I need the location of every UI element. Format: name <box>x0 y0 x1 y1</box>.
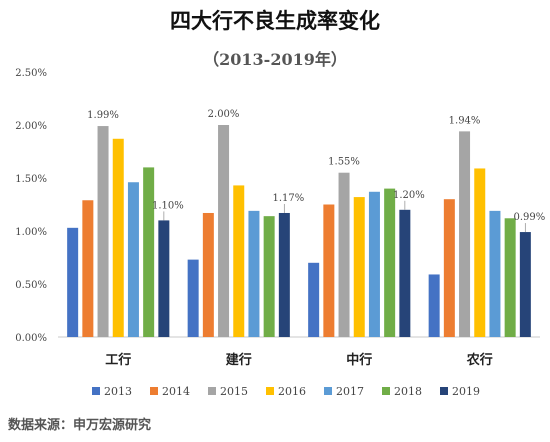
legend-swatch-2018 <box>382 387 390 395</box>
legend-label: 2016 <box>278 385 306 398</box>
data-label: 1.94% <box>449 115 481 126</box>
chart-title: 四大行不良生成率变化 <box>170 8 380 33</box>
bar-2019 <box>158 220 170 337</box>
legend-label: 2017 <box>336 385 364 398</box>
bar-2015 <box>218 125 230 337</box>
bar-2014 <box>82 200 94 337</box>
data-label: 2.00% <box>208 109 240 120</box>
bar-2016 <box>353 197 365 337</box>
x-category-label: 中行 <box>346 352 372 368</box>
legend-swatch-2014 <box>150 387 158 395</box>
chart-subtitle: （2013-2019年） <box>203 50 347 69</box>
y-tick-label: 1.00% <box>15 227 47 238</box>
x-category-label: 工行 <box>105 352 131 368</box>
bar-2013 <box>308 262 320 337</box>
bar-2013 <box>428 274 440 337</box>
bar-2013 <box>187 259 199 337</box>
bar-2018 <box>504 218 516 337</box>
y-tick-label: 0.00% <box>15 333 47 344</box>
bar-2019 <box>399 209 411 337</box>
data-labels: 1.99% 1.10% 2.00% 1.17% 1.55% 1.20% 1.94% 0.99% <box>87 109 545 233</box>
y-axis: 0.00% 0.50% 1.00% 1.50% 2.00% 2.50% <box>15 68 47 344</box>
bars <box>67 125 531 337</box>
x-category-label: 农行 <box>466 352 493 368</box>
bar-2014 <box>443 199 455 337</box>
data-label: 1.99% <box>87 110 119 121</box>
legend-swatch-2015 <box>208 387 216 395</box>
data-label: 1.55% <box>328 157 360 168</box>
y-tick-label: 0.50% <box>15 280 47 291</box>
bar-2017 <box>127 182 139 337</box>
legend-label: 2013 <box>104 385 132 398</box>
source-note: 数据来源：申万宏源研究 <box>8 417 151 433</box>
legend-swatch-2013 <box>92 387 100 395</box>
legend-swatch-2016 <box>266 387 274 395</box>
bar-2015 <box>338 172 350 337</box>
bar-2018 <box>143 167 155 337</box>
legend-label: 2014 <box>162 385 190 398</box>
bar-2019 <box>519 232 531 337</box>
bar-2015 <box>459 131 471 337</box>
x-category-label: 建行 <box>226 352 252 368</box>
data-label: 1.17% <box>272 193 304 204</box>
bar-2018 <box>263 216 275 337</box>
bar-2016 <box>474 168 486 337</box>
y-tick-label: 1.50% <box>15 174 47 185</box>
bar-2015 <box>97 126 109 337</box>
legend: 2013 2014 2015 2016 2017 2018 2019 <box>92 385 480 398</box>
bar-2014 <box>202 212 214 337</box>
bar-2014 <box>323 204 335 337</box>
data-label: 1.10% <box>152 200 184 211</box>
legend-label: 2018 <box>394 385 422 398</box>
legend-label: 2015 <box>220 385 248 398</box>
bar-2017 <box>368 191 380 337</box>
data-label: 1.20% <box>393 190 425 201</box>
y-tick-label: 2.50% <box>15 68 47 79</box>
legend-swatch-2019 <box>440 387 448 395</box>
x-axis-categories: 工行 建行 中行 农行 <box>105 352 493 368</box>
bar-2017 <box>489 210 501 337</box>
bar-2018 <box>384 188 396 337</box>
legend-label: 2019 <box>452 385 480 398</box>
data-label: 0.99% <box>513 212 545 223</box>
legend-swatch-2017 <box>324 387 332 395</box>
bar-2017 <box>248 210 260 337</box>
bar-2016 <box>233 185 245 337</box>
y-tick-label: 2.00% <box>15 121 47 132</box>
bar-2016 <box>112 138 124 337</box>
bar-2019 <box>278 212 290 337</box>
bar-2013 <box>67 227 79 337</box>
